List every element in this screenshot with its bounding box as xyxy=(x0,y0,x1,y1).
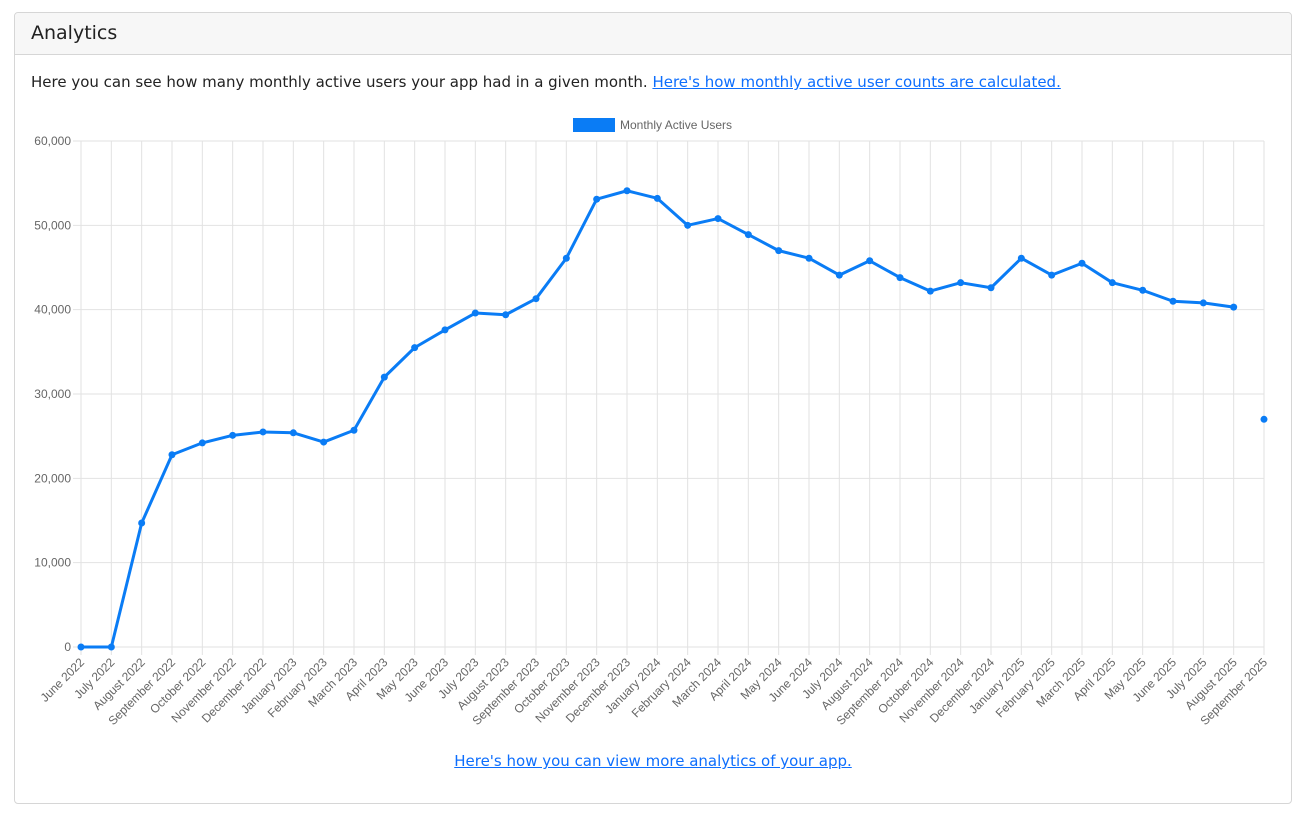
y-tick-label: 50,000 xyxy=(34,218,71,232)
data-point xyxy=(835,271,843,279)
data-point xyxy=(289,429,297,437)
y-tick-label: 60,000 xyxy=(34,134,71,148)
card-header: Analytics xyxy=(15,13,1291,55)
data-point xyxy=(926,287,934,295)
data-point xyxy=(957,279,965,287)
intro-description: Here you can see how many monthly active… xyxy=(31,73,653,91)
data-point xyxy=(1199,299,1207,307)
data-point xyxy=(562,254,570,262)
data-point xyxy=(593,195,601,203)
data-point xyxy=(1230,303,1238,311)
more-analytics-link[interactable]: Here's how you can view more analytics o… xyxy=(454,752,852,770)
grid xyxy=(73,140,1265,655)
data-point xyxy=(198,439,206,447)
data-point xyxy=(441,326,449,334)
data-point xyxy=(1169,297,1177,305)
data-point xyxy=(987,284,995,292)
y-axis-labels: 0 10,000 20,000 30,000 40,000 50,000 60,000 xyxy=(34,134,71,654)
data-point xyxy=(471,309,479,317)
data-point xyxy=(1078,259,1086,267)
data-point xyxy=(229,431,237,439)
data-point xyxy=(77,643,85,651)
data-point xyxy=(320,438,328,446)
data-point xyxy=(805,254,813,262)
mau-calculation-link[interactable]: Here's how monthly active user counts ar… xyxy=(652,73,1061,91)
data-point xyxy=(653,194,661,202)
data-point xyxy=(138,519,146,527)
data-point xyxy=(896,274,904,282)
y-tick-label: 10,000 xyxy=(34,556,71,570)
data-point xyxy=(168,451,176,459)
y-tick-label: 0 xyxy=(64,640,71,654)
legend-swatch xyxy=(573,118,615,132)
data-point xyxy=(1048,271,1056,279)
data-point xyxy=(623,187,631,195)
data-point xyxy=(866,257,874,265)
y-tick-label: 30,000 xyxy=(34,387,71,401)
footer: Here's how you can view more analytics o… xyxy=(15,752,1291,770)
series-points xyxy=(77,187,1268,651)
data-point xyxy=(411,344,419,352)
data-point xyxy=(1017,254,1025,262)
data-point xyxy=(532,295,540,303)
data-point xyxy=(380,373,388,381)
legend-label: Monthly Active Users xyxy=(620,118,732,132)
data-point xyxy=(744,231,752,239)
y-tick-label: 40,000 xyxy=(34,303,71,317)
data-point xyxy=(1108,279,1116,287)
data-point xyxy=(107,643,115,651)
card-title: Analytics xyxy=(31,22,118,44)
intro-text: Here you can see how many monthly active… xyxy=(31,73,1061,91)
y-tick-label: 20,000 xyxy=(34,471,71,485)
data-point xyxy=(259,428,267,436)
data-point xyxy=(502,311,510,319)
data-point xyxy=(775,247,783,255)
analytics-card: Analytics Here you can see how many mont… xyxy=(14,12,1292,804)
data-point xyxy=(1260,415,1268,423)
data-point xyxy=(714,215,722,223)
data-point xyxy=(350,426,358,434)
legend[interactable]: Monthly Active Users xyxy=(573,118,732,132)
data-point xyxy=(1139,286,1147,294)
data-point xyxy=(684,221,692,229)
